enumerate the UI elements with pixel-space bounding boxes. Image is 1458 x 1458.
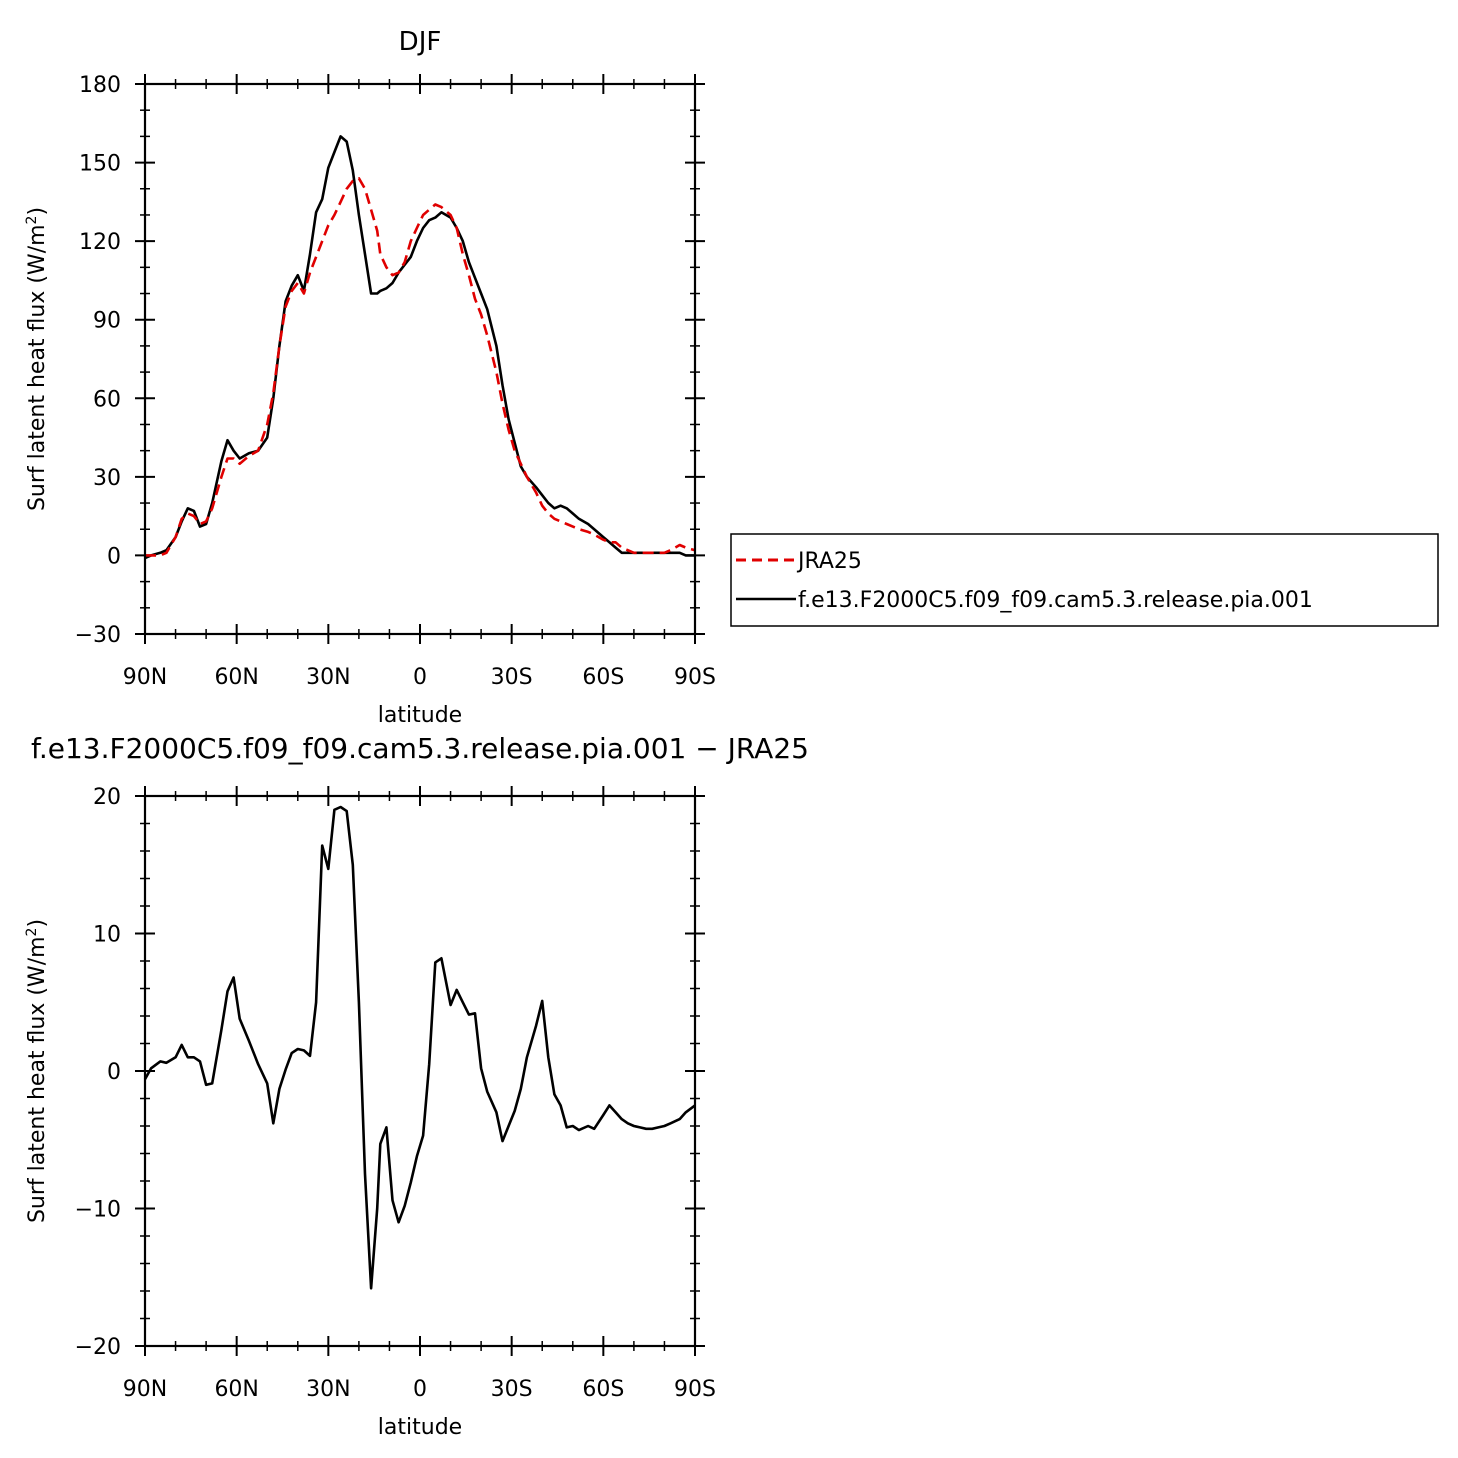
top-x-tick-label: 60S bbox=[582, 665, 624, 690]
top-axis-ticks: 90N 60N 30N 0 30S 60S 90S 180 150 120 90 60 30 0 −30 bbox=[75, 73, 716, 690]
top-chart-panel: DJF latitude Surf latent heat flux (W/m2… bbox=[24, 27, 716, 728]
bottom-x-axis-label: latitude bbox=[378, 1415, 462, 1440]
top-chart-title: DJF bbox=[399, 27, 442, 57]
bottom-y-tick-label: 20 bbox=[93, 785, 121, 810]
top-y-tick-label: 90 bbox=[93, 309, 121, 334]
top-x-tick-label: 30S bbox=[491, 665, 533, 690]
top-data-lines bbox=[144, 135, 696, 560]
bottom-y-axis-label: Surf latent heat flux (W/m2) bbox=[24, 919, 50, 1223]
top-y-axis-label-superscript: 2 bbox=[24, 216, 40, 225]
bottom-y-tick-label: −20 bbox=[75, 1335, 121, 1360]
top-y-tick-label: 120 bbox=[79, 230, 121, 255]
bottom-x-tick-label: 90S bbox=[674, 1377, 716, 1402]
top-x-tick-label: 0 bbox=[413, 665, 427, 690]
bottom-x-tick-label: 0 bbox=[413, 1377, 427, 1402]
top-x-tick-label: 90S bbox=[674, 665, 716, 690]
bottom-chart-panel: f.e13.F2000C5.f09_f09.cam5.3.release.pia… bbox=[24, 732, 809, 1440]
bottom-axis-ticks: 90N 60N 30N 0 30S 60S 90S 20 10 0 −10 −20 bbox=[75, 785, 716, 1402]
top-x-tick-label: 30N bbox=[306, 665, 350, 690]
bottom-x-tick-label: 90N bbox=[123, 1377, 167, 1402]
bottom-y-tick-label: −10 bbox=[75, 1198, 121, 1223]
top-y-tick-label: 30 bbox=[93, 466, 121, 491]
top-x-axis-label: latitude bbox=[378, 703, 462, 728]
bottom-plot-frame bbox=[143, 794, 697, 1348]
bottom-y-tick-label: 0 bbox=[107, 1060, 121, 1085]
legend-label-model: f.e13.F2000C5.f09_f09.cam5.3.release.pia… bbox=[798, 588, 1313, 613]
top-y-tick-label: 60 bbox=[93, 387, 121, 412]
top-x-tick-label: 60N bbox=[214, 665, 258, 690]
top-y-axis-label-main: Surf latent heat flux (W/m bbox=[25, 224, 50, 511]
top-series-line-0 bbox=[145, 177, 696, 557]
bottom-x-tick-label: 60N bbox=[214, 1377, 258, 1402]
bottom-x-tick-label: 60S bbox=[582, 1377, 624, 1402]
legend-box bbox=[730, 533, 1439, 627]
top-y-tick-label: 150 bbox=[79, 152, 121, 177]
top-y-axis-label: Surf latent heat flux (W/m2) bbox=[24, 207, 50, 511]
top-plot-frame bbox=[143, 82, 697, 636]
bottom-y-axis-label-close: ) bbox=[25, 919, 50, 928]
bottom-chart-title: f.e13.F2000C5.f09_f09.cam5.3.release.pia… bbox=[31, 732, 809, 765]
bottom-series-line-0 bbox=[143, 805, 696, 1290]
bottom-data-lines bbox=[143, 805, 696, 1290]
top-y-axis-label-close: ) bbox=[25, 207, 50, 216]
top-y-tick-label: 0 bbox=[107, 544, 121, 569]
top-y-tick-label: −30 bbox=[75, 623, 121, 648]
legend-label-jra25: JRA25 bbox=[796, 549, 862, 574]
top-y-tick-label: 180 bbox=[79, 73, 121, 98]
legend: JRA25 f.e13.F2000C5.f09_f09.cam5.3.relea… bbox=[730, 533, 1439, 627]
bottom-y-axis-label-superscript: 2 bbox=[24, 928, 40, 937]
bottom-y-axis-label-main: Surf latent heat flux (W/m bbox=[25, 936, 50, 1223]
bottom-x-tick-label: 30N bbox=[306, 1377, 350, 1402]
bottom-y-tick-label: 10 bbox=[93, 923, 121, 948]
top-x-tick-label: 90N bbox=[123, 665, 167, 690]
bottom-x-tick-label: 30S bbox=[491, 1377, 533, 1402]
top-series-line-1 bbox=[144, 135, 695, 560]
